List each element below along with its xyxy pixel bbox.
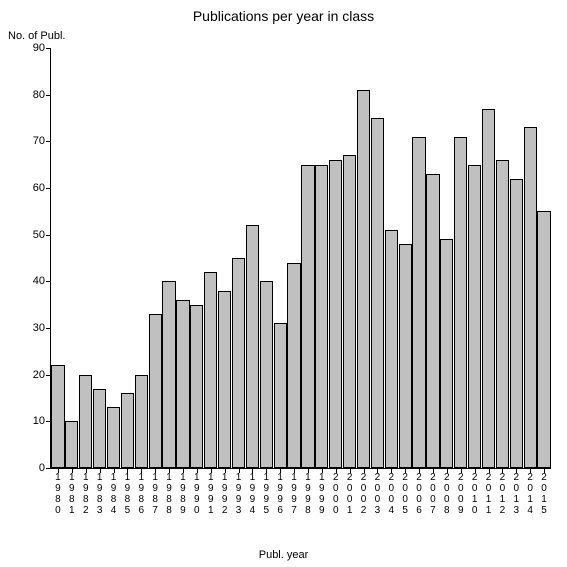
bar [232,258,245,468]
y-tick-label: 70 [33,135,45,147]
bar [371,118,384,468]
bar [385,230,398,468]
chart-container: Publications per year in class No. of Pu… [0,0,567,567]
bar [149,314,162,468]
x-tick-label: 1992 [221,472,229,516]
x-tick-label: 2004 [387,472,395,516]
x-tick-label: 2003 [373,472,381,516]
x-tick-label: 1996 [276,472,284,516]
x-tick-label: 2013 [512,472,520,516]
x-tick-label: 2001 [346,472,354,516]
x-tick-label: 2014 [526,472,534,516]
x-tick-label: 1994 [248,472,256,516]
bar [440,239,453,468]
x-axis-label: Publ. year [0,549,567,561]
bar [510,179,523,468]
bar [287,263,300,468]
y-tick-label: 90 [33,42,45,54]
y-tick-label: 30 [33,322,45,334]
bar [107,407,120,468]
x-tick-label: 2009 [457,472,465,516]
bar [468,165,481,468]
bar [496,160,509,468]
x-tick-label: 1985 [123,472,131,516]
x-tick-label: 1987 [151,472,159,516]
x-tick-label: 1997 [290,472,298,516]
y-tick-label: 80 [33,89,45,101]
x-tick-label: 1999 [318,472,326,516]
bar [79,375,92,468]
x-tick-label: 1984 [110,472,118,516]
y-tick-label: 50 [33,229,45,241]
bar [399,244,412,468]
bar [218,291,231,468]
bar [274,323,287,468]
y-tick-label: 20 [33,369,45,381]
x-tick-label: 2002 [360,472,368,516]
x-tick-label: 2006 [415,472,423,516]
x-tick-label: 1980 [54,472,62,516]
bar [412,137,425,468]
x-tick-label: 2011 [485,472,493,516]
bar [135,375,148,468]
x-tick-label: 1982 [82,472,90,516]
y-tick-label: 40 [33,275,45,287]
bar [454,137,467,468]
x-tick-label: 1988 [165,472,173,516]
y-tick-label: 0 [39,462,45,474]
bar [315,165,328,468]
chart-title: Publications per year in class [0,8,567,24]
bar [524,127,537,468]
x-tick-label: 2012 [498,472,506,516]
bar [246,225,259,468]
x-tick-label: 2007 [429,472,437,516]
x-tick-label: 1989 [179,472,187,516]
bar [65,421,78,468]
y-tick-label: 60 [33,182,45,194]
bar [482,109,495,468]
x-tick-label: 1995 [262,472,270,516]
bar [426,174,439,468]
bar [357,90,370,468]
x-tick-label: 1981 [68,472,76,516]
y-tick-label: 10 [33,415,45,427]
bar [121,393,134,468]
x-tick-label: 1986 [137,472,145,516]
x-tick-label: 2008 [443,472,451,516]
bar [343,155,356,468]
plot-area: 1980198119821983198419851986198719881989… [50,48,551,469]
x-tick-label: 2015 [540,472,548,516]
x-tick-label: 1983 [96,472,104,516]
x-tick-label: 1990 [193,472,201,516]
bar [162,281,175,468]
bar [301,165,314,468]
y-axis-label: No. of Publ. [8,30,65,42]
bar [537,211,550,468]
x-tick-label: 2010 [471,472,479,516]
x-tick-label: 2000 [332,472,340,516]
bar [190,305,203,468]
bar [176,300,189,468]
bar [93,389,106,468]
x-tick-label: 1998 [304,472,312,516]
bar [51,365,64,468]
bar [204,272,217,468]
x-tick-label: 1993 [235,472,243,516]
x-tick-label: 2005 [401,472,409,516]
x-tick-label: 1991 [207,472,215,516]
bar [329,160,342,468]
bar [260,281,273,468]
